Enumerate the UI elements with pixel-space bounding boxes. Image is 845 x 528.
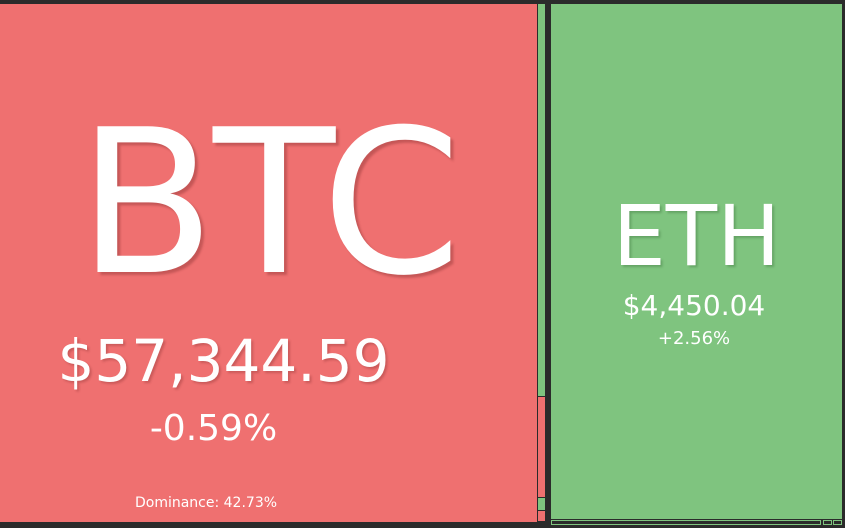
tile-eth[interactable]: ETH $4,450.04 +2.56% bbox=[551, 4, 842, 519]
btc-symbol: BTC bbox=[77, 87, 461, 320]
eth-price: $4,450.04 bbox=[622, 289, 766, 322]
btc-price: $57,344.59 bbox=[57, 327, 390, 395]
small-tile[interactable] bbox=[538, 498, 545, 510]
btc-change: -0.59% bbox=[149, 408, 278, 449]
small-tile[interactable] bbox=[823, 520, 832, 525]
eth-symbol: ETH bbox=[612, 187, 781, 285]
small-tile[interactable] bbox=[538, 397, 545, 497]
eth-change: +2.56% bbox=[657, 328, 731, 349]
small-tile[interactable] bbox=[833, 520, 842, 525]
small-tile[interactable] bbox=[551, 520, 821, 525]
small-tile[interactable] bbox=[538, 511, 545, 521]
btc-dominance: Dominance: 42.73% bbox=[134, 495, 278, 511]
small-tile[interactable] bbox=[538, 4, 545, 396]
tile-btc[interactable]: BTC $57,344.59 -0.59% Dominance: 42.73% bbox=[0, 4, 537, 522]
